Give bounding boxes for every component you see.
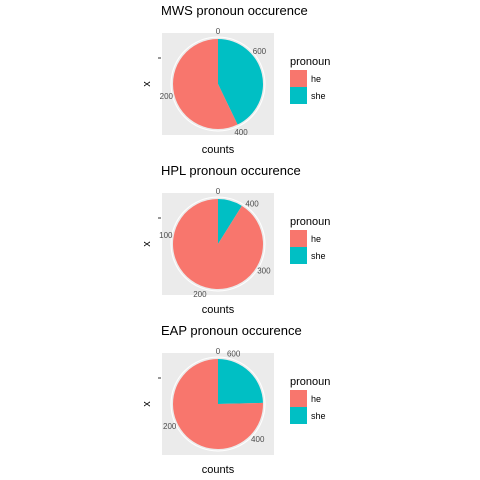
legend: pronoun he she bbox=[290, 56, 330, 104]
legend-key-she bbox=[290, 247, 307, 264]
theta-tick-label: 100 bbox=[159, 231, 173, 240]
chart-panel-1: HPL pronoun occurence 0 100 200 300 400 counts… bbox=[141, 163, 330, 316]
polar-gridline bbox=[170, 196, 266, 292]
legend: pronoun he she bbox=[290, 216, 330, 264]
pie-slice-she bbox=[218, 39, 263, 125]
theta-tick-label: 0 bbox=[216, 27, 221, 36]
x-axis-title: counts bbox=[202, 304, 235, 316]
theta-tick-label: 0 bbox=[216, 187, 221, 196]
legend-label-he: he bbox=[311, 234, 321, 244]
legend-label-she: she bbox=[311, 251, 326, 261]
legend-key-she bbox=[290, 407, 307, 424]
chart-title: EAP pronoun occurence bbox=[161, 323, 302, 338]
theta-tick-label: 600 bbox=[253, 47, 267, 56]
theta-tick-label: 200 bbox=[163, 422, 177, 431]
legend-key-he bbox=[290, 70, 307, 87]
pie-slice-he bbox=[173, 359, 263, 449]
pie-slice-he bbox=[173, 39, 238, 129]
legend-key-he bbox=[290, 230, 307, 247]
legend-title: pronoun bbox=[290, 376, 330, 388]
pie-slice-she bbox=[218, 199, 242, 244]
theta-tick-label: 0 bbox=[216, 347, 221, 356]
polar-gridline bbox=[170, 356, 266, 452]
legend-key-she bbox=[290, 87, 307, 104]
y-axis-title: x bbox=[141, 81, 153, 87]
chart-title: HPL pronoun occurence bbox=[161, 163, 301, 178]
legend-title: pronoun bbox=[290, 216, 330, 228]
theta-tick-label: 200 bbox=[193, 290, 207, 299]
chart-title: MWS pronoun occurence bbox=[161, 3, 308, 18]
chart-panel-2: EAP pronoun occurence 0 200 400 600 counts x pr… bbox=[141, 323, 330, 476]
theta-tick-label: 400 bbox=[251, 435, 265, 444]
theta-tick-label: 200 bbox=[160, 92, 174, 101]
legend-label-he: he bbox=[311, 74, 321, 84]
x-axis-title: counts bbox=[202, 464, 235, 476]
polar-gridline bbox=[170, 36, 266, 132]
theta-tick-label: 600 bbox=[227, 349, 241, 358]
x-axis-title: counts bbox=[202, 144, 235, 156]
legend: pronoun he she bbox=[290, 376, 330, 424]
pie-slice-she bbox=[218, 359, 263, 404]
legend-key-he bbox=[290, 390, 307, 407]
chart-panel-0: MWS pronoun occurence 0 200 400 600 counts x pr… bbox=[141, 3, 330, 156]
theta-tick-label: 300 bbox=[257, 267, 271, 276]
theta-tick-label: 400 bbox=[245, 199, 259, 208]
legend-label-she: she bbox=[311, 91, 326, 101]
legend-label-she: she bbox=[311, 411, 326, 421]
pie-slice-he bbox=[173, 199, 264, 289]
y-axis-title: x bbox=[141, 241, 153, 247]
legend-label-he: he bbox=[311, 394, 321, 404]
y-axis-title: x bbox=[141, 401, 153, 407]
legend-title: pronoun bbox=[290, 56, 330, 68]
theta-tick-label: 400 bbox=[234, 128, 248, 137]
